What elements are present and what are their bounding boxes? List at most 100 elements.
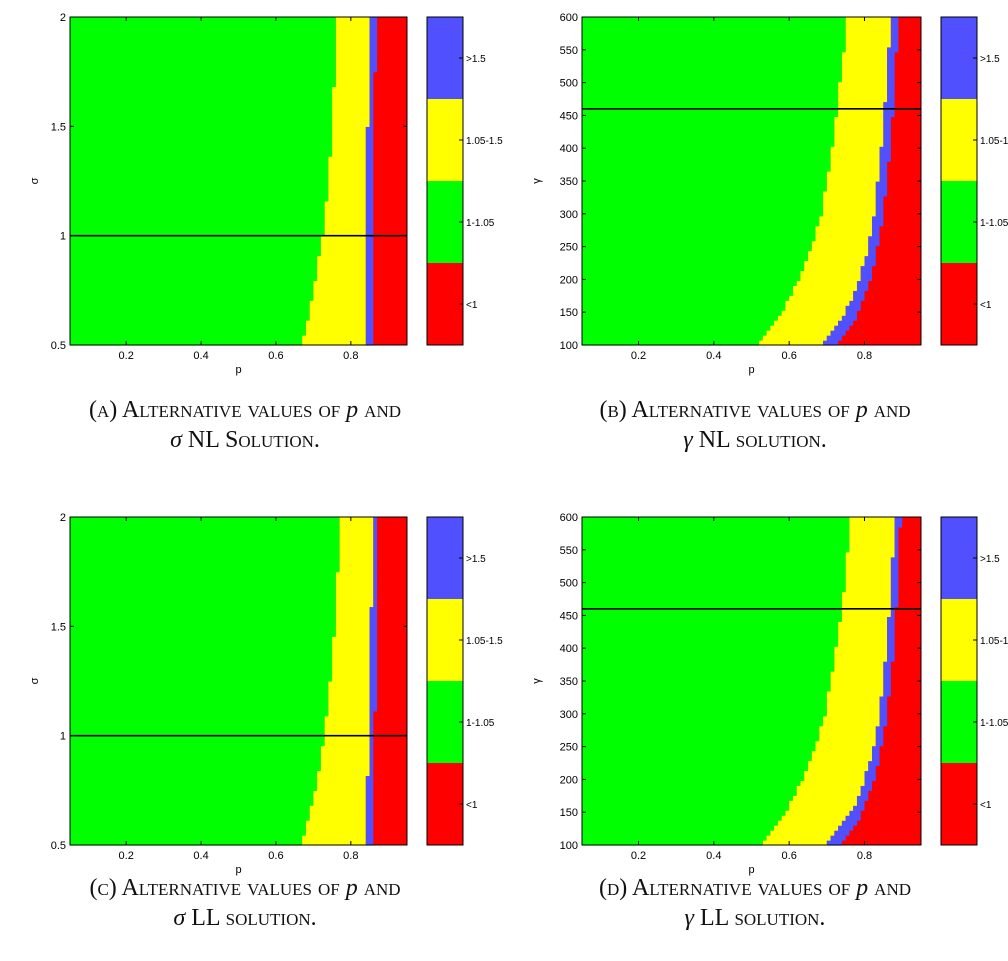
region-1-1.05-strip	[582, 720, 824, 727]
region-greater-1.5-strip	[373, 556, 378, 563]
region-greater-1.5-strip	[890, 561, 899, 568]
colorbar-frame	[426, 16, 464, 346]
region-1.05-1.5-strip	[339, 517, 374, 523]
region-1.05-1.5-strip	[313, 800, 366, 806]
region-1.05-1.5-strip	[830, 161, 880, 167]
region-greater-1.5-strip	[826, 335, 842, 341]
region-1-1.05-strip	[70, 141, 333, 147]
region-greater-1.5-strip	[849, 300, 861, 306]
region-1.05-1.5-strip	[845, 21, 891, 28]
region-greater-1.5-strip	[373, 536, 378, 543]
region-1.05-1.5-strip	[845, 561, 891, 568]
region-1-1.05-strip	[70, 641, 333, 647]
region-greater-1.5-strip	[894, 536, 899, 543]
region-1.05-1.5-strip	[332, 131, 366, 137]
region-1-1.05-strip	[582, 176, 827, 182]
region-greater-1.5-strip	[369, 76, 374, 83]
region-greater-1.5-strip	[365, 166, 374, 172]
region-greater-1.5-strip	[365, 210, 374, 217]
region-greater-1.5-strip	[369, 745, 374, 752]
colorbar-segment	[941, 99, 977, 181]
region-greater-1.5-strip	[872, 220, 884, 227]
region-greater-1.5-strip	[365, 840, 374, 846]
region-1-1.05-strip	[582, 715, 824, 722]
region-1-1.05-strip	[70, 541, 340, 548]
y-tick-label: 100	[560, 840, 578, 852]
region-1.05-1.5-strip	[309, 315, 366, 321]
region-greater-1.5-strip	[887, 641, 895, 647]
region-1-1.05-strip	[582, 96, 839, 103]
region-1.05-1.5-strip	[328, 171, 366, 177]
colorbar-segment	[941, 17, 977, 99]
region-1-1.05-strip	[582, 790, 797, 796]
region-1-1.05-strip	[582, 740, 816, 747]
region-1-1.05-strip	[582, 210, 824, 217]
region-1.05-1.5-strip	[774, 320, 839, 326]
region-1.05-1.5-strip	[335, 586, 374, 593]
colorbar-segment	[427, 599, 463, 681]
caption-text: LL solution.	[185, 905, 317, 931]
region-1-1.05-strip	[70, 531, 340, 538]
y-tick-label: 150	[560, 307, 578, 319]
region-1-1.05-strip	[582, 280, 797, 286]
region-1.05-1.5-strip	[332, 671, 370, 677]
region-greater-1.5-strip	[369, 56, 378, 63]
y-tick-label: 450	[560, 610, 578, 622]
region-1-1.05-strip	[582, 250, 808, 257]
x-tick-label: 0.2	[631, 850, 646, 862]
region-1.05-1.5-strip	[324, 200, 366, 207]
region-greater-1.5-strip	[838, 320, 854, 326]
region-1-1.05-strip	[582, 225, 816, 232]
region-greater-1.5-strip	[369, 715, 374, 722]
caption-a: (a) Alternative values of p and σ NL Sol…	[10, 395, 480, 455]
region-1.05-1.5-strip	[800, 275, 861, 281]
region-greater-1.5-strip	[369, 750, 374, 757]
region-1.05-1.5-strip	[335, 591, 374, 598]
caption-symbol: p	[856, 875, 869, 901]
region-greater-1.5-strip	[872, 750, 880, 757]
region-1.05-1.5-strip	[320, 755, 370, 762]
region-greater-1.5-strip	[369, 46, 378, 53]
region-1.05-1.5-strip	[332, 116, 370, 122]
region-greater-1.5-strip	[894, 526, 899, 533]
region-1-1.05-strip	[70, 41, 336, 48]
colorbar-segment	[427, 517, 463, 599]
region-1.05-1.5-strip	[305, 325, 366, 331]
region-1.05-1.5-strip	[838, 81, 888, 88]
region-greater-1.5-strip	[875, 725, 884, 732]
region-1.05-1.5-strip	[324, 740, 370, 747]
region-1.05-1.5-strip	[328, 695, 370, 702]
region-1-1.05-strip	[70, 556, 340, 563]
region-1.05-1.5-strip	[766, 330, 831, 336]
region-1.05-1.5-strip	[841, 66, 888, 73]
region-greater-1.5-strip	[890, 601, 899, 608]
region-greater-1.5-strip	[373, 601, 378, 608]
colorbar-segment	[941, 181, 977, 263]
region-1.05-1.5-strip	[328, 176, 366, 182]
x-tick-label: 0.2	[119, 850, 134, 862]
region-1.05-1.5-strip	[328, 181, 366, 187]
region-1-1.05-strip	[70, 116, 333, 122]
region-1-1.05-strip	[582, 561, 846, 568]
region-1-1.05-strip	[70, 46, 336, 53]
region-1-1.05-strip	[582, 146, 831, 152]
region-1-1.05-strip	[582, 581, 846, 588]
region-1.05-1.5-strip	[335, 81, 370, 88]
region-greater-1.5-strip	[887, 46, 899, 53]
region-1.05-1.5-strip	[324, 220, 366, 227]
region-1.05-1.5-strip	[328, 700, 370, 707]
region-greater-1.5-strip	[890, 611, 895, 617]
caption-text: and	[868, 875, 912, 901]
region-1-1.05-strip	[70, 536, 340, 543]
region-greater-1.5-strip	[853, 290, 865, 296]
x-axis-label: p	[235, 364, 241, 376]
region-greater-1.5-strip	[369, 111, 374, 117]
region-greater-1.5-strip	[894, 517, 903, 523]
region-greater-1.5-strip	[369, 760, 374, 767]
region-1-1.05-strip	[582, 755, 812, 762]
region-greater-1.5-strip	[890, 571, 899, 578]
region-greater-1.5-strip	[883, 136, 891, 142]
region-1.05-1.5-strip	[830, 146, 880, 152]
region-1-1.05-strip	[582, 335, 763, 341]
region-1.05-1.5-strip	[317, 260, 366, 267]
